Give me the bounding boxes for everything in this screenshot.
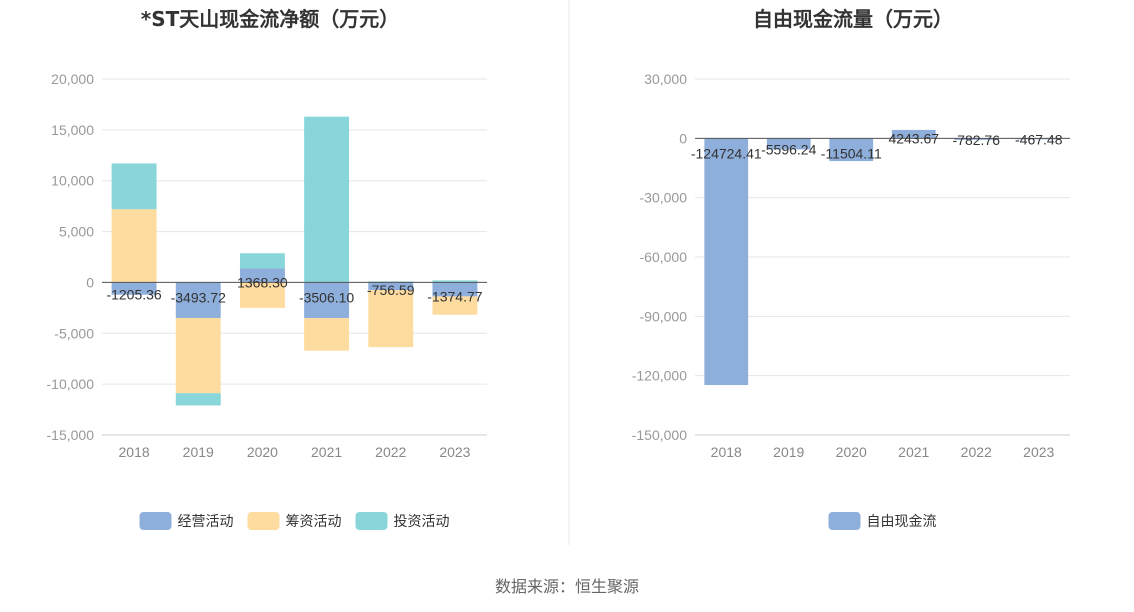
data-label: -1205.36 bbox=[106, 287, 161, 303]
x-tick-label: 2019 bbox=[773, 444, 804, 460]
data-label: -467.48 bbox=[1015, 131, 1063, 147]
x-tick-label: 2022 bbox=[375, 444, 406, 460]
bar-投资活动 bbox=[175, 393, 221, 406]
bar-经营活动 bbox=[304, 282, 350, 319]
y-tick-label: 30,000 bbox=[644, 71, 687, 87]
y-tick-label: -90,000 bbox=[640, 308, 688, 324]
y-tick-label: 15,000 bbox=[51, 122, 94, 138]
data-label: -5596.24 bbox=[761, 141, 816, 157]
y-tick-label: -120,000 bbox=[632, 368, 687, 384]
bar-筹资活动 bbox=[432, 296, 478, 315]
chart-title: 自由现金流量（万元） bbox=[753, 7, 953, 31]
bar-经营活动 bbox=[239, 268, 285, 283]
bar-经营活动 bbox=[432, 282, 478, 297]
data-label: -782.76 bbox=[953, 132, 1001, 148]
bar-筹资活动 bbox=[175, 317, 221, 394]
legend-label: 经营活动 bbox=[178, 513, 234, 529]
bar-筹资活动 bbox=[111, 209, 157, 283]
bar-自由现金流 bbox=[891, 129, 936, 139]
data-label: 1368.30 bbox=[237, 274, 288, 290]
legend-swatch bbox=[139, 512, 172, 530]
x-tick-label: 2023 bbox=[1023, 444, 1054, 460]
x-tick-label: 2018 bbox=[711, 444, 742, 460]
x-tick-label: 2023 bbox=[439, 444, 470, 460]
x-tick-label: 2020 bbox=[247, 444, 278, 460]
chart-title: *ST天山现金流净额（万元） bbox=[141, 7, 400, 31]
legend-swatch bbox=[247, 512, 280, 530]
bar-投资活动 bbox=[239, 253, 285, 269]
bar-投资活动 bbox=[304, 116, 350, 283]
bar-筹资活动 bbox=[239, 282, 285, 308]
data-label: 4243.67 bbox=[888, 130, 939, 146]
free-cash-flow-chart: 自由现金流量（万元） 30,000 0 -30,000 -60,000 -90,000 -… bbox=[632, 7, 1070, 530]
bar-投资活动 bbox=[111, 163, 157, 210]
y-tick-label: -15,000 bbox=[47, 427, 95, 443]
data-label: -756.59 bbox=[367, 282, 415, 298]
x-tick-label: 2021 bbox=[311, 444, 342, 460]
data-label: -1374.77 bbox=[427, 288, 482, 304]
y-tick-label: 5,000 bbox=[59, 224, 94, 240]
y-tick-label: 0 bbox=[86, 274, 94, 290]
bar-经营活动 bbox=[111, 282, 157, 295]
y-tick-label: -10,000 bbox=[47, 376, 95, 392]
bar-自由现金流 bbox=[829, 138, 874, 162]
legend-swatch bbox=[355, 512, 388, 530]
legend-label: 自由现金流 bbox=[867, 513, 937, 529]
data-label: -3493.72 bbox=[171, 289, 226, 305]
bar-自由现金流 bbox=[954, 138, 999, 140]
x-tick-label: 2018 bbox=[119, 444, 150, 460]
bar-投资活动 bbox=[432, 280, 478, 283]
cash-flow-net-chart: *ST天山现金流净额（万元） 20,00015,00010,0005,0000-… bbox=[47, 7, 487, 530]
bar-经营活动 bbox=[368, 282, 414, 291]
y-tick-label: 10,000 bbox=[51, 173, 94, 189]
y-tick-label: -60,000 bbox=[640, 249, 688, 265]
bar-经营活动 bbox=[175, 282, 221, 318]
legend-label: 筹资活动 bbox=[286, 513, 342, 529]
y-tick-label: 0 bbox=[679, 130, 687, 146]
bar-投资活动 bbox=[368, 281, 414, 283]
x-tick-label: 2020 bbox=[836, 444, 867, 460]
data-label: -124724.41 bbox=[691, 145, 762, 161]
x-tick-label: 2021 bbox=[898, 444, 929, 460]
y-tick-label: -5,000 bbox=[54, 325, 94, 341]
bar-自由现金流 bbox=[766, 138, 811, 150]
data-label: -11504.11 bbox=[821, 145, 882, 161]
y-tick-label: -150,000 bbox=[632, 427, 687, 443]
bar-自由现金流 bbox=[704, 138, 749, 386]
bar-筹资活动 bbox=[368, 290, 414, 348]
y-tick-label: -30,000 bbox=[640, 190, 688, 206]
x-tick-label: 2019 bbox=[183, 444, 214, 460]
bar-筹资活动 bbox=[304, 318, 350, 351]
legend-swatch bbox=[828, 512, 861, 530]
data-source-note: 数据来源：恒生聚源 bbox=[495, 578, 639, 596]
x-tick-label: 2022 bbox=[961, 444, 992, 460]
y-tick-label: 20,000 bbox=[51, 71, 94, 87]
legend-label: 投资活动 bbox=[394, 513, 450, 529]
data-label: -3506.10 bbox=[299, 289, 354, 305]
